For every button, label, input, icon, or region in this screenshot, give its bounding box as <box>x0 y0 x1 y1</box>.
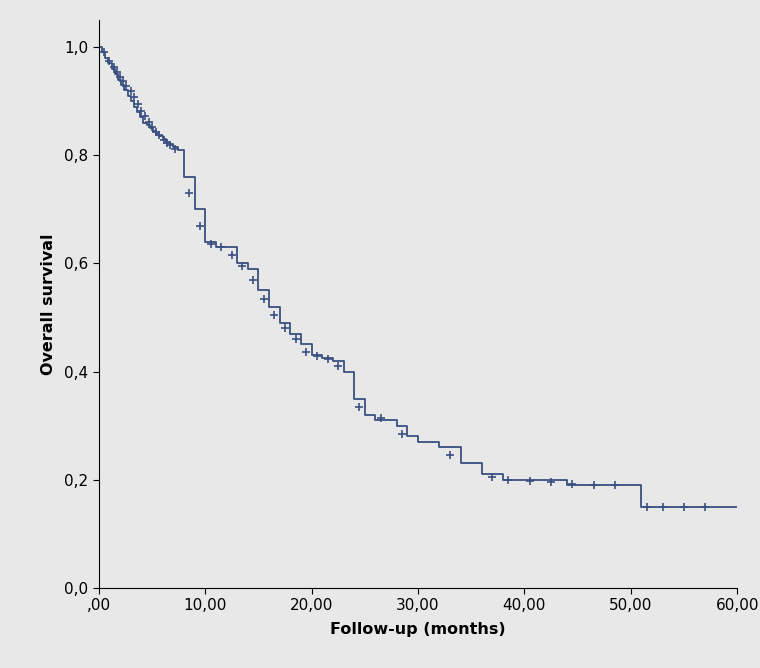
X-axis label: Follow-up (months): Follow-up (months) <box>330 622 506 637</box>
Y-axis label: Overall survival: Overall survival <box>41 233 55 375</box>
